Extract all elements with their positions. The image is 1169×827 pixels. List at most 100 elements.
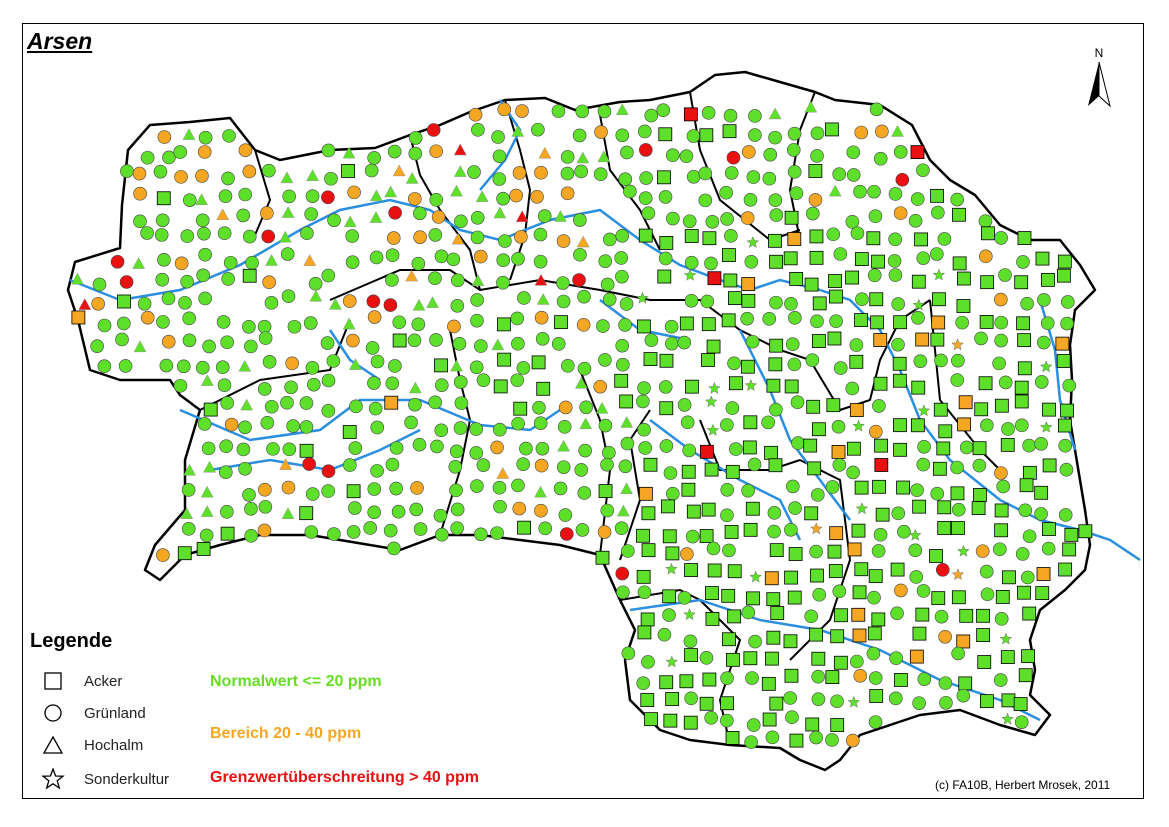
gruenland-sample bbox=[745, 334, 760, 349]
gruenland-sample bbox=[556, 234, 571, 248]
gruenland-sample bbox=[850, 226, 865, 241]
acker-sample bbox=[764, 445, 778, 460]
gruenland-sample bbox=[573, 247, 587, 262]
gruenland-sample bbox=[222, 129, 236, 143]
acker-sample bbox=[874, 458, 889, 472]
gruenland-sample bbox=[623, 184, 637, 199]
gruenland-sample bbox=[470, 210, 485, 225]
gruenland-sample bbox=[666, 211, 680, 226]
gruenland-sample bbox=[911, 311, 925, 325]
gruenland-sample bbox=[618, 318, 632, 332]
hochalm-sample bbox=[200, 505, 214, 517]
acker-sample bbox=[684, 229, 699, 243]
gruenland-sample bbox=[346, 525, 361, 539]
acker-sample bbox=[742, 440, 757, 455]
gruenland-sample bbox=[1036, 335, 1051, 350]
hochalm-sample bbox=[620, 482, 633, 495]
legend-item-gruenland: Grünland bbox=[40, 701, 146, 725]
sonderkultur-sample bbox=[665, 562, 678, 575]
gruenland-sample bbox=[979, 249, 993, 264]
gruenland-sample bbox=[407, 333, 422, 348]
gruenland-sample bbox=[385, 273, 399, 287]
gruenland-sample bbox=[846, 168, 861, 182]
gruenland-sample bbox=[636, 394, 650, 409]
gruenland-sample bbox=[1041, 541, 1056, 556]
gruenland-sample bbox=[677, 335, 692, 350]
hochalm-sample bbox=[392, 164, 406, 177]
gruenland-sample bbox=[846, 733, 860, 748]
gruenland-sample bbox=[282, 189, 296, 204]
gruenland-sample bbox=[557, 420, 572, 434]
gruenland-sample bbox=[220, 505, 234, 519]
hochalm-sample bbox=[349, 358, 362, 370]
acker-sample bbox=[725, 652, 740, 667]
gruenland-sample bbox=[994, 315, 1009, 330]
gruenland-sample bbox=[286, 419, 300, 433]
gruenland-sample bbox=[367, 505, 381, 520]
gruenland-sample bbox=[408, 146, 423, 161]
gruenland-sample bbox=[804, 609, 818, 624]
acker-sample bbox=[769, 338, 784, 353]
gruenland-sample bbox=[665, 336, 679, 351]
acker-sample bbox=[679, 316, 694, 331]
circle-icon bbox=[44, 704, 62, 722]
gruenland-sample bbox=[577, 289, 591, 304]
hochalm-sample bbox=[491, 338, 505, 351]
acker-sample bbox=[1035, 586, 1050, 601]
gruenland-sample bbox=[257, 382, 272, 396]
gruenland-sample bbox=[767, 524, 781, 539]
gruenland-sample bbox=[1058, 508, 1073, 522]
gruenland-sample bbox=[281, 480, 296, 495]
gruenland-sample bbox=[684, 255, 699, 270]
gruenland-sample bbox=[888, 691, 903, 706]
gruenland-sample bbox=[706, 541, 721, 556]
acker-sample bbox=[896, 480, 910, 495]
gruenland-sample bbox=[829, 314, 843, 329]
acker-sample bbox=[723, 273, 738, 288]
gruenland-sample bbox=[686, 129, 701, 143]
gruenland-sample bbox=[679, 149, 694, 164]
acker-sample bbox=[931, 591, 946, 606]
sonderkultur-sample bbox=[706, 423, 720, 436]
gruenland-sample bbox=[453, 421, 468, 435]
gruenland-sample bbox=[720, 713, 734, 728]
gruenland-sample bbox=[950, 192, 964, 207]
acker-sample bbox=[242, 268, 257, 283]
gruenland-sample bbox=[978, 214, 993, 228]
class-high-label: Grenzwertüberschreitung > 40 ppm bbox=[210, 769, 479, 786]
gruenland-sample bbox=[347, 185, 361, 200]
gruenland-sample bbox=[367, 310, 382, 324]
gruenland-sample bbox=[556, 276, 570, 290]
acker-sample bbox=[806, 399, 821, 414]
acker-sample bbox=[1019, 478, 1034, 493]
acker-sample bbox=[911, 274, 926, 289]
gruenland-sample bbox=[157, 130, 172, 144]
hochalm-sample bbox=[426, 296, 439, 308]
gruenland-sample bbox=[868, 209, 883, 223]
gruenland-sample bbox=[1034, 375, 1049, 389]
gruenland-sample bbox=[449, 444, 464, 459]
gruenland-sample bbox=[951, 353, 965, 368]
gruenland-sample bbox=[560, 186, 575, 201]
hochalm-sample bbox=[405, 172, 419, 184]
acker-sample bbox=[1078, 524, 1093, 539]
acker-sample bbox=[740, 359, 755, 374]
gruenland-sample bbox=[366, 294, 381, 309]
acker-sample bbox=[117, 294, 131, 309]
gruenland-sample bbox=[281, 289, 296, 304]
gruenland-sample bbox=[727, 356, 741, 371]
acker-sample bbox=[699, 128, 714, 143]
acker-sample bbox=[665, 546, 680, 561]
acker-sample bbox=[434, 358, 448, 373]
gruenland-sample bbox=[1022, 438, 1036, 453]
gruenland-sample bbox=[597, 525, 612, 539]
gruenland-sample bbox=[431, 210, 446, 224]
gruenland-sample bbox=[787, 357, 802, 372]
acker-sample bbox=[846, 441, 861, 456]
acker-sample bbox=[1062, 542, 1077, 557]
gruenland-sample bbox=[224, 417, 239, 432]
gruenland-sample bbox=[305, 189, 320, 203]
gruenland-sample bbox=[244, 502, 258, 516]
gruenland-sample bbox=[434, 423, 449, 438]
gruenland-sample bbox=[789, 186, 804, 200]
